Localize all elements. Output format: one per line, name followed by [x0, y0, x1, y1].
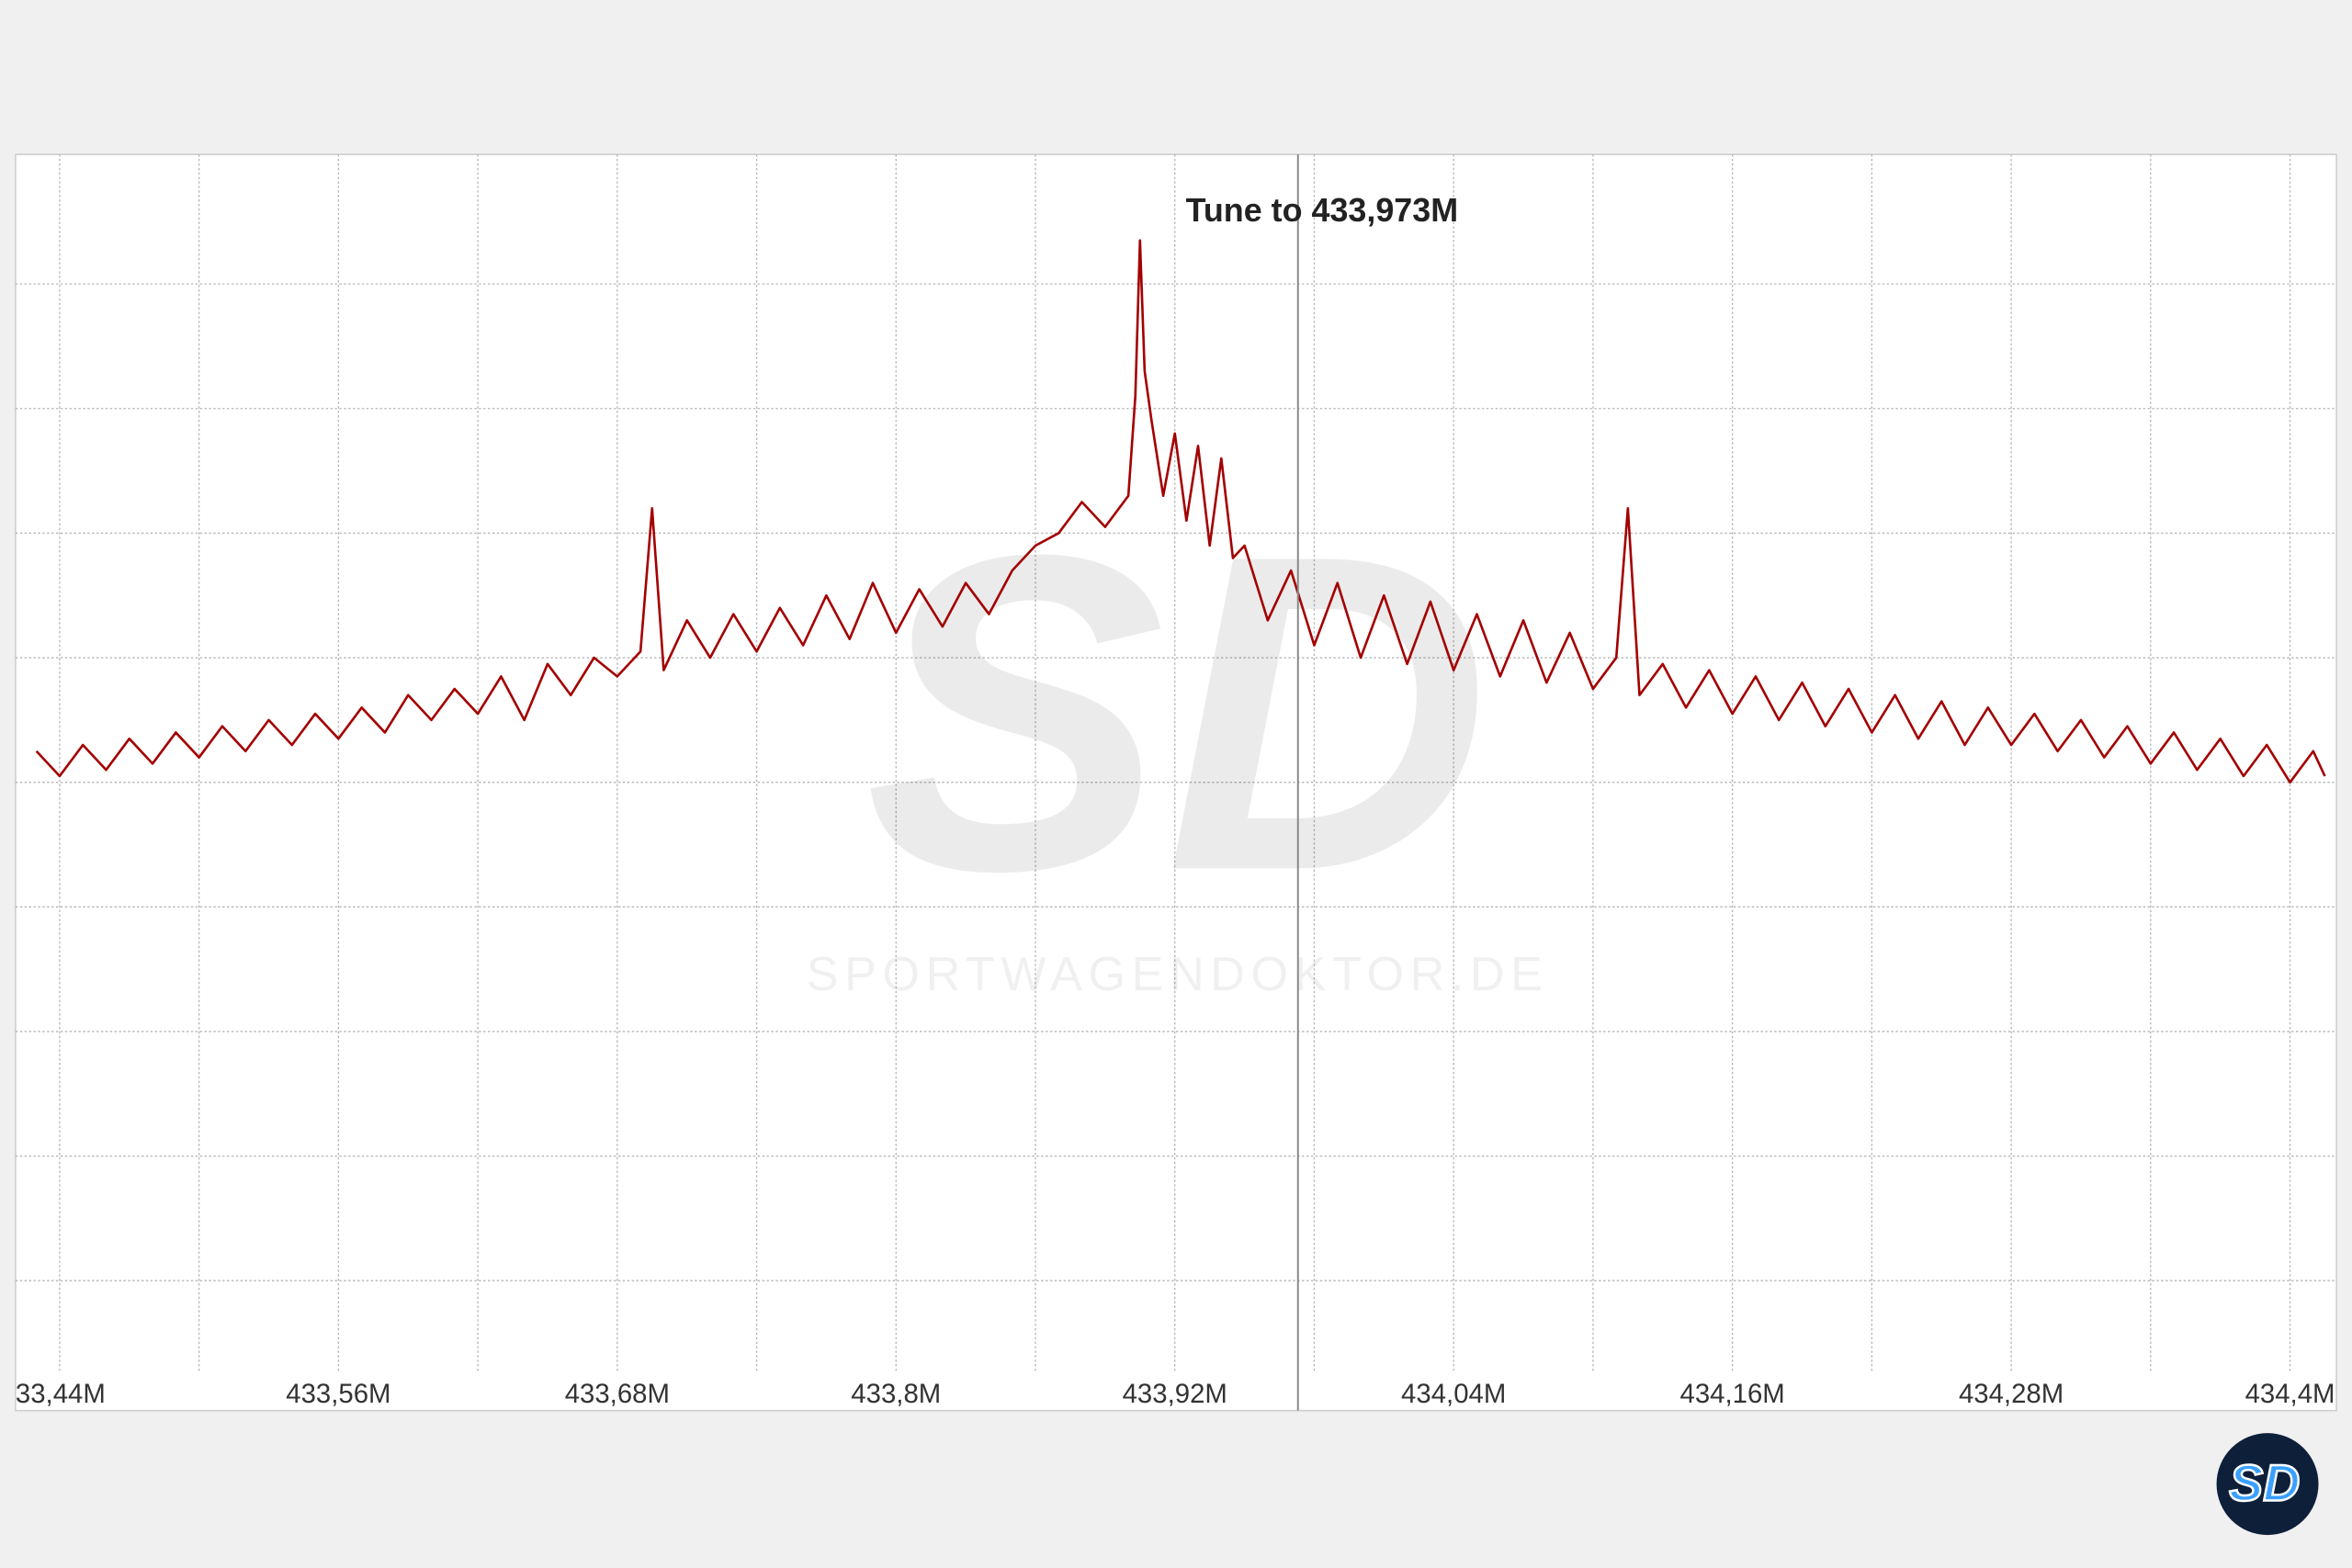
watermark-logo: SD [865, 461, 1490, 964]
x-tick-label: 33,44M [16, 1379, 106, 1409]
plot [35, 239, 2326, 784]
grid [15, 154, 2337, 1372]
x-tick-label: 433,8M [851, 1379, 941, 1409]
x-tick-label: 433,68M [565, 1379, 670, 1409]
x-tick-label: 434,4M [2245, 1379, 2335, 1409]
marker-label: Tune to 433,973M [1186, 192, 1459, 229]
x-tick-label: 433,92M [1123, 1379, 1227, 1409]
x-tick-label: 434,28M [1959, 1379, 2064, 1409]
badge-logo: SD [2229, 1455, 2300, 1512]
x-tick-label: 433,56M [286, 1379, 390, 1409]
badge [2216, 1433, 2319, 1536]
x-tick-label: 434,04M [1401, 1379, 1506, 1409]
spectrum-line [35, 239, 2326, 784]
watermark-text: SPORTWAGENDOKTOR.DE [807, 948, 1549, 1001]
x-tick-label: 434,16M [1680, 1379, 1785, 1409]
